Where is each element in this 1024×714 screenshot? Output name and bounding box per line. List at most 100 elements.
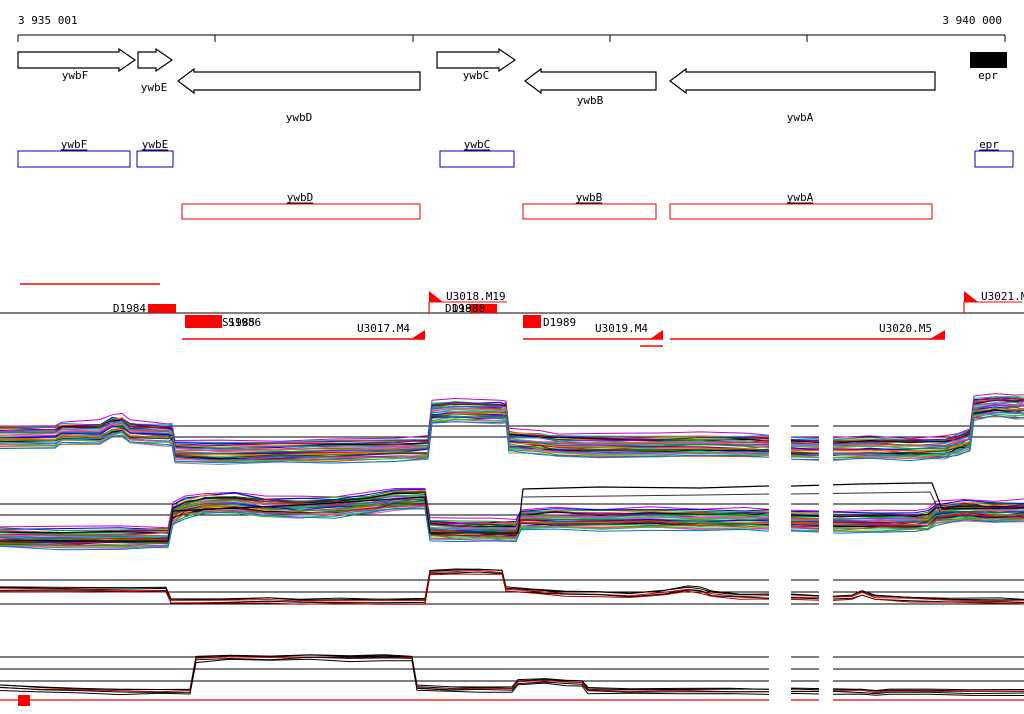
gene-ywbB: ywbB: [524, 67, 657, 107]
feature-box[interactable]: [523, 315, 541, 328]
feature-label: D1984: [113, 302, 146, 315]
annotation-box-ywbF[interactable]: [17, 150, 131, 168]
signal-line: [0, 658, 1024, 696]
gene-ywbC: ywbC: [436, 47, 517, 82]
expression-track-1: [0, 393, 1024, 466]
feature-D1989: D1989: [523, 315, 576, 329]
feature-arrowhead: [411, 330, 425, 339]
feature-U3021.M: U3021.M: [963, 290, 1024, 313]
annotation-box-ywbB[interactable]: [522, 203, 657, 220]
gene-arrow-ywbB[interactable]: [524, 67, 657, 95]
gene-ywbF: ywbF: [17, 47, 137, 82]
expression-track-2: [0, 482, 1024, 551]
annotation-box-epr[interactable]: [974, 150, 1014, 168]
gene-label: ywbC: [463, 69, 490, 82]
signal-line: [0, 569, 1024, 602]
feature-label: U3021.M: [981, 290, 1024, 303]
annotation-box-ywbE[interactable]: [136, 150, 174, 168]
annotation-label[interactable]: epr: [979, 138, 999, 151]
annotation-epr: epr: [974, 138, 1014, 168]
annotation-box-ywbD[interactable]: [181, 203, 421, 220]
expression-track-4: [0, 654, 1024, 706]
missing-data-gaps: [769, 394, 833, 714]
signal-line: [0, 654, 1024, 692]
feature-label: U3019.M4: [595, 322, 648, 335]
feature-label: U3020.M5: [879, 322, 932, 335]
feature-box[interactable]: [148, 304, 176, 313]
signal-line: [0, 482, 1024, 542]
annotation-ywbD: ywbD: [181, 191, 421, 220]
feature-S1985: S1985: [185, 315, 255, 329]
gene-epr: epr: [970, 52, 1007, 82]
signal-line: [0, 488, 1024, 529]
annotation-label[interactable]: ywbE: [142, 138, 169, 151]
gene-ywbA: ywbA: [669, 67, 936, 124]
gene-label: ywbD: [286, 111, 313, 124]
signal-line: [0, 573, 1024, 605]
annotation-ywbF: ywbF: [17, 138, 131, 168]
gene-label: ywbF: [62, 69, 89, 82]
signal-line: [0, 489, 1024, 534]
feature-box[interactable]: [185, 315, 222, 328]
gene-label: ywbB: [577, 94, 604, 107]
annotation-box-ywbA[interactable]: [669, 203, 933, 220]
coordinate-ruler: [17, 34, 1006, 42]
feature-arrowhead: [650, 330, 663, 339]
annotation-ywbE: ywbE: [136, 138, 174, 168]
signal-line: [0, 508, 1024, 549]
annotation-ywbB: ywbB: [522, 191, 657, 220]
annotation-label[interactable]: ywbC: [464, 138, 491, 151]
gene-arrow-ywbF[interactable]: [17, 47, 137, 73]
gene-label: epr: [978, 69, 998, 82]
expression-track-3: [0, 568, 1024, 605]
feature-D1987: D1987: [445, 302, 478, 315]
feature-flag: [429, 291, 443, 302]
feature-U3020.M5: U3020.M5: [670, 322, 945, 340]
gene-arrows-track: ywbF ywbE ywbD ywbC ywbB ywbA epr: [17, 47, 1007, 124]
feature-S1986: S1986: [228, 316, 261, 329]
feature-D1984: D1984: [113, 302, 176, 315]
feature-flag: [964, 291, 978, 302]
annotation-label[interactable]: ywbF: [61, 138, 88, 151]
annotation-box-ywbC[interactable]: [439, 150, 515, 168]
feature-label: D1987: [445, 302, 478, 315]
feature-U3017.M4: U3017.M4: [182, 322, 425, 340]
gene-arrow-ywbA[interactable]: [669, 67, 936, 95]
data-gap: [819, 394, 833, 714]
gene-arrow-ywbC[interactable]: [436, 47, 517, 73]
gene-label: ywbE: [141, 81, 168, 94]
signal-line: [0, 654, 1024, 692]
annotation-ywbA: ywbA: [669, 191, 933, 220]
feature-U3018.M19: U3018.M19: [428, 290, 507, 313]
data-gap: [769, 394, 791, 714]
feature-label: D1989: [543, 316, 576, 329]
signal-line: [0, 504, 1024, 547]
feature-label: D1988: [452, 302, 485, 315]
feature-box[interactable]: [470, 304, 497, 313]
gene-arrow-ywbE[interactable]: [137, 47, 174, 73]
gene-arrow-ywbD[interactable]: [177, 67, 421, 95]
region-start-coordinate: 3 935 001: [18, 14, 78, 27]
signal-line: [0, 488, 1024, 531]
gene-label: ywbA: [787, 111, 814, 124]
signal-line: [0, 571, 1024, 604]
region-end-coordinate: 3 940 000: [942, 14, 1002, 27]
red-annotation-track: ywbD ywbB ywbA: [181, 191, 933, 220]
feature-label: U3018.M19: [446, 290, 506, 303]
expression-tracks: [0, 393, 1024, 706]
annotation-label[interactable]: ywbB: [576, 191, 603, 204]
annotation-label[interactable]: ywbA: [787, 191, 814, 204]
blue-annotation-track: ywbF ywbE ywbC epr: [17, 138, 1014, 168]
feature-label: S1985: [222, 316, 255, 329]
feature-D1988: D1988: [452, 302, 497, 315]
feature-U3019.M4: U3019.M4: [523, 322, 663, 347]
gene-ywbD: ywbD: [177, 67, 421, 124]
signal-line: [0, 507, 1024, 551]
signal-line: [0, 414, 1024, 464]
gene-ywbE: ywbE: [137, 47, 174, 94]
signal-marker: [18, 695, 30, 706]
gene-box-epr[interactable]: [970, 52, 1007, 68]
annotation-label[interactable]: ywbD: [287, 191, 314, 204]
